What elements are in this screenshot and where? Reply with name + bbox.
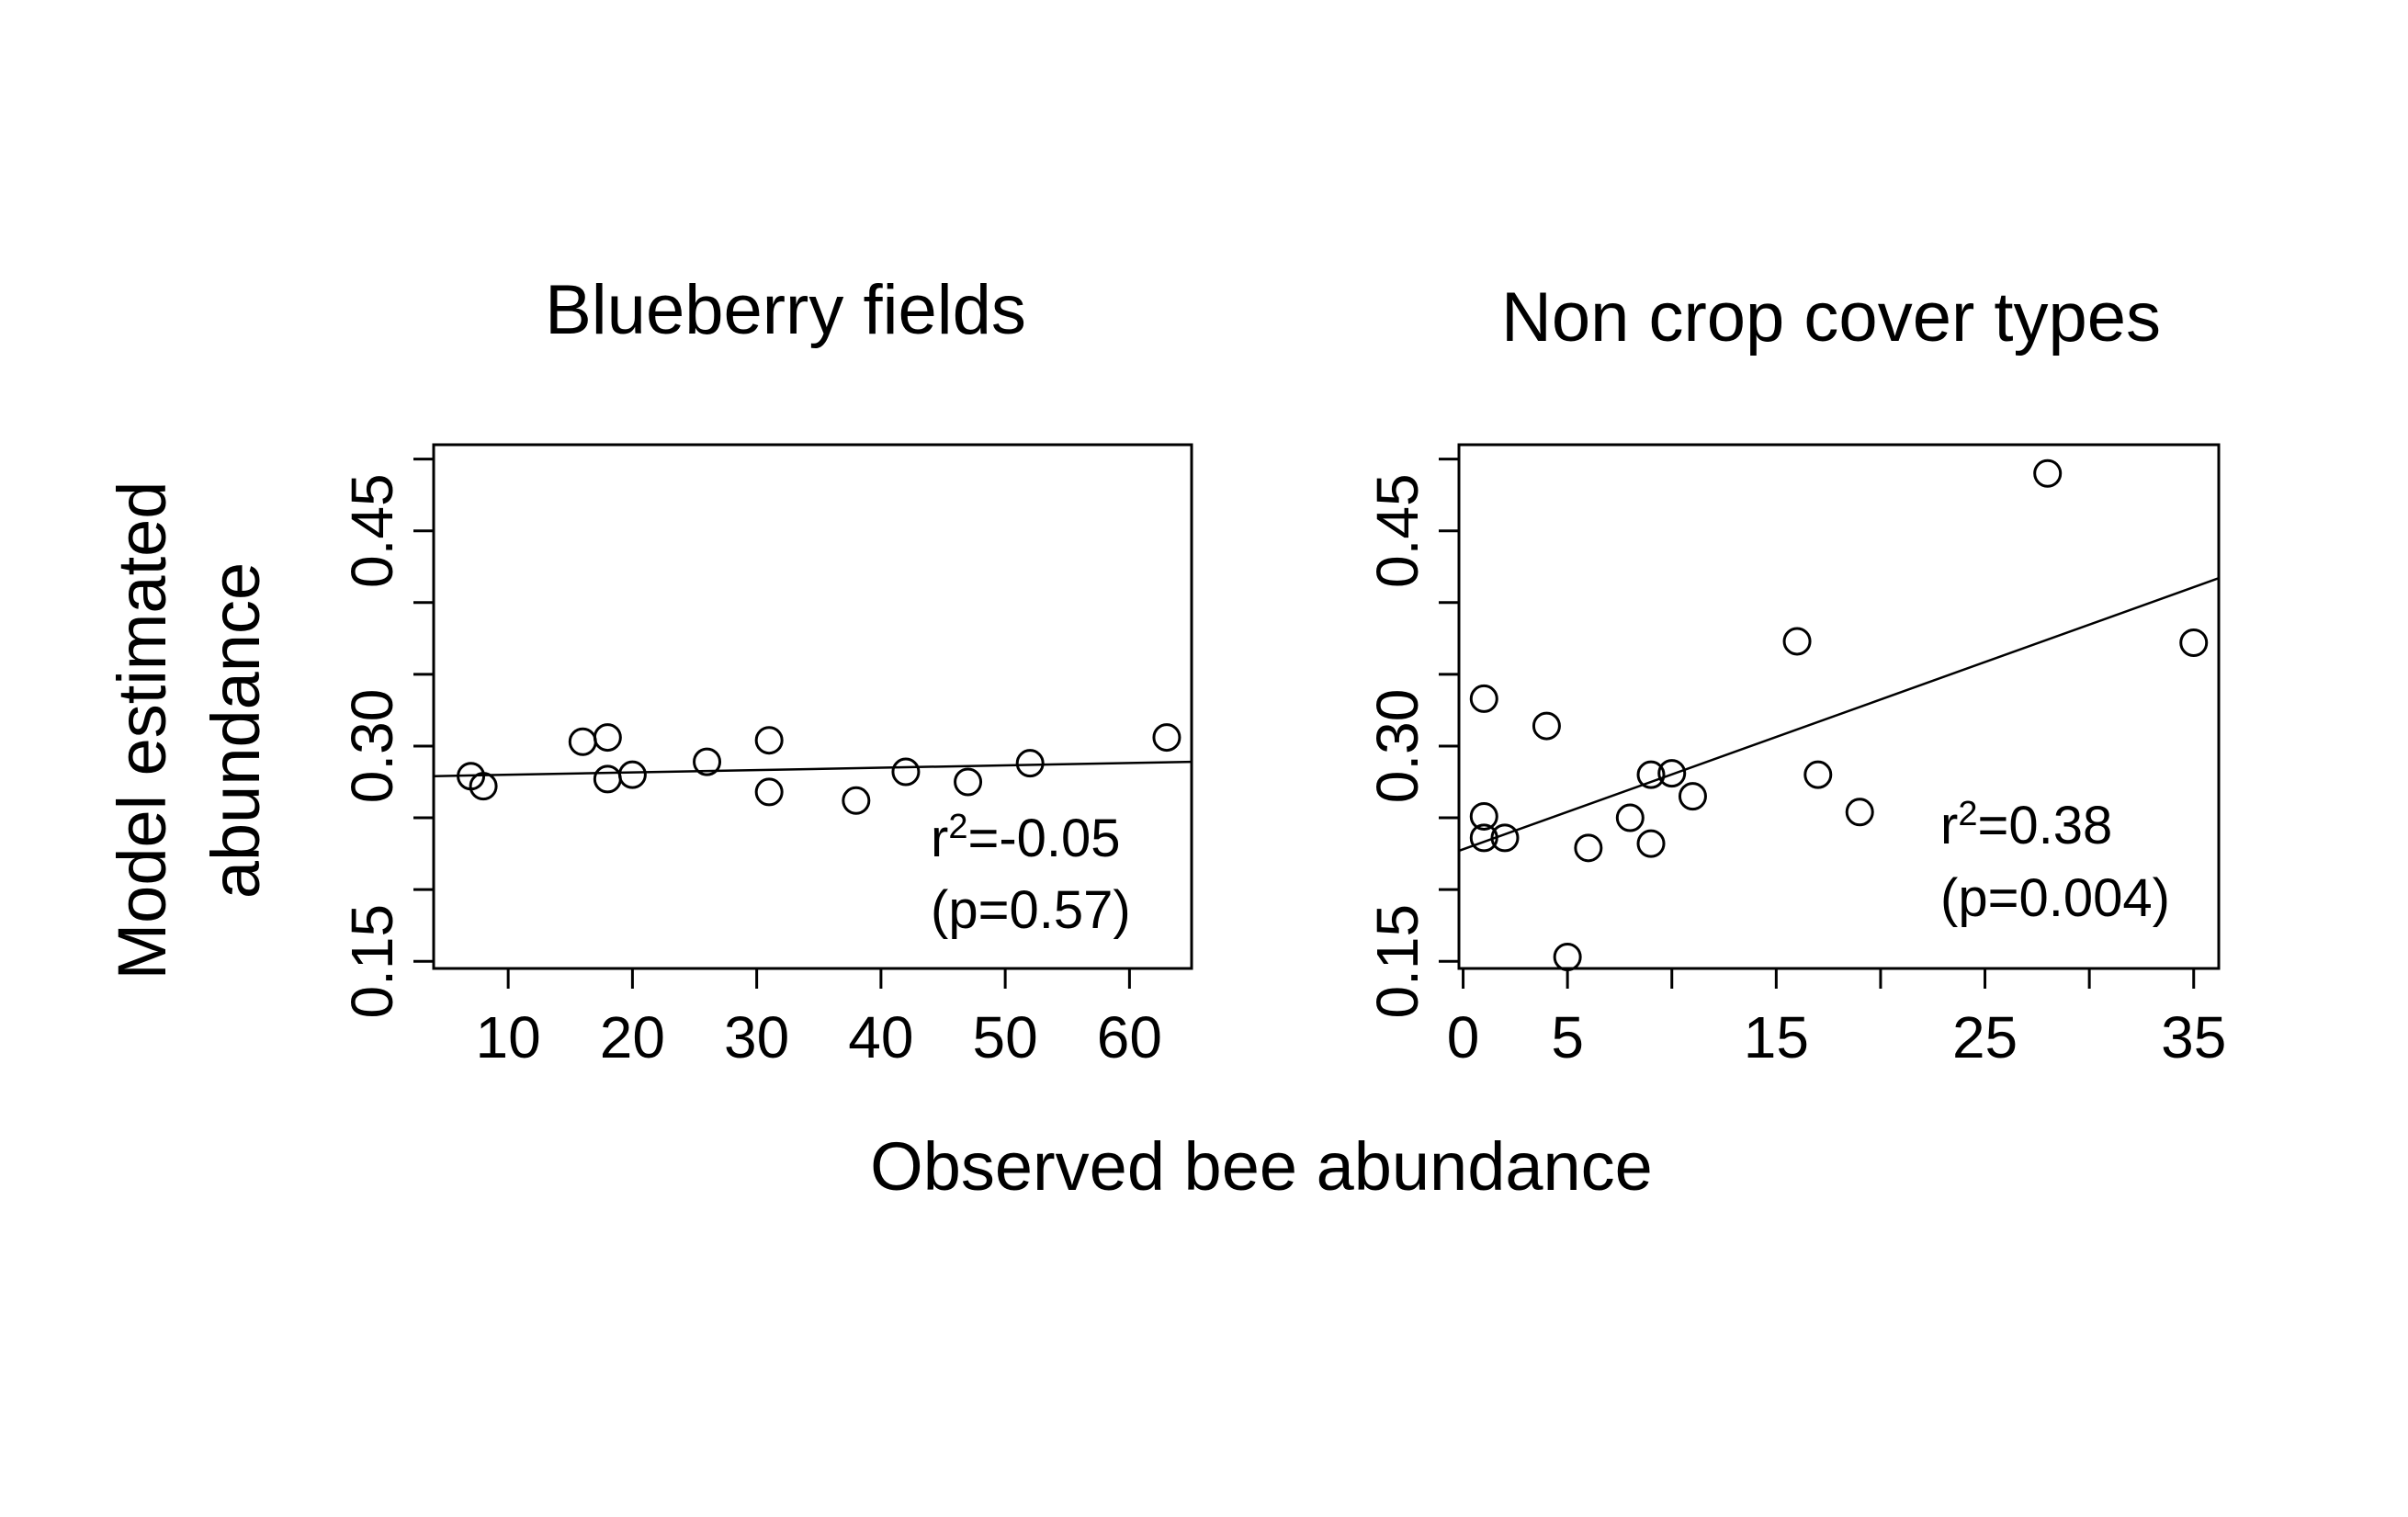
data-point <box>1574 833 1603 863</box>
data-point <box>1532 711 1561 741</box>
x-tick-label: 30 <box>724 1004 789 1070</box>
data-point <box>1636 829 1666 858</box>
data-point <box>1845 798 1874 827</box>
r2-value: =0.38 <box>1977 796 2112 855</box>
data-point <box>593 723 622 753</box>
x-tick-label: 5 <box>1551 1004 1584 1070</box>
data-point <box>469 772 498 801</box>
panel-blueberry-fields: Blueberry fields 10 20 30 40 50 60 0.15 0.30 0.4… <box>339 271 1193 1070</box>
x-tick-label: 0 <box>1447 1004 1480 1070</box>
x-tick-label: 40 <box>848 1004 913 1070</box>
r-squared-annotation: r2=0.38 <box>1940 795 2112 855</box>
x-tick-label: 50 <box>973 1004 1038 1070</box>
x-tick-label: 15 <box>1744 1004 1809 1070</box>
y-axis-label-line1: Model estimated <box>104 481 180 980</box>
panel-title: Blueberry fields <box>545 271 1026 349</box>
r-squared-annotation: r2=-0.05 <box>931 808 1121 868</box>
fit-line-group <box>1458 577 2220 853</box>
regression-line <box>1458 577 2220 853</box>
r2-superscript: 2 <box>1958 795 1977 833</box>
x-tick-label: 20 <box>600 1004 665 1070</box>
regression-line <box>433 760 1193 777</box>
y-tick-label: 0.45 <box>339 473 405 588</box>
y-tick-label: 0.45 <box>1364 473 1430 588</box>
data-point <box>1803 760 1833 789</box>
x-tick-label: 10 <box>476 1004 541 1070</box>
data-point <box>754 777 784 807</box>
x-tick-label: 25 <box>1952 1004 2018 1070</box>
fit-line-group <box>433 760 1193 777</box>
data-point <box>954 767 983 797</box>
data-point <box>1553 943 1582 972</box>
y-tick-label: 0.15 <box>339 904 405 1019</box>
data-point <box>1678 782 1707 811</box>
r2-value: =-0.05 <box>967 809 1120 868</box>
data-point <box>1469 801 1498 831</box>
r2-prefix: r <box>931 809 948 868</box>
plot-frame <box>432 443 1193 970</box>
axes-group: 0 5 15 25 35 0.15 0.30 0.45 <box>1364 458 2226 1070</box>
x-axis-label: Observed bee abundance <box>870 1128 1653 1205</box>
p-value-annotation: (p=0.004) <box>1940 868 2170 928</box>
data-point <box>1636 760 1666 789</box>
panel-title: Non crop cover types <box>1501 278 2161 357</box>
data-point <box>2033 458 2063 488</box>
panel-non-crop-cover-types: Non crop cover types 0 5 15 25 35 0.15 0.30 0.4… <box>1364 278 2226 1070</box>
y-tick-label: 0.30 <box>339 689 405 804</box>
data-point <box>891 757 921 787</box>
y-axis-label-line2: abundance <box>198 562 274 899</box>
data-point <box>593 764 622 794</box>
data-point <box>754 726 784 755</box>
x-tick-label: 35 <box>2161 1004 2226 1070</box>
points-group <box>457 723 1181 815</box>
y-tick-label: 0.15 <box>1364 904 1430 1019</box>
data-point <box>693 747 722 776</box>
plot-frame <box>1457 443 2221 970</box>
y-tick-label: 0.30 <box>1364 689 1430 804</box>
data-point <box>2179 628 2209 658</box>
p-value-annotation: (p=0.57) <box>931 880 1131 940</box>
axes-group: 10 20 30 40 50 60 0.15 0.30 0.45 <box>339 458 1162 1070</box>
data-point <box>1469 823 1498 853</box>
data-point <box>842 786 871 815</box>
data-point <box>1657 759 1687 788</box>
data-point <box>1015 749 1045 778</box>
r2-superscript: 2 <box>948 808 967 846</box>
data-point <box>568 727 597 756</box>
r2-prefix: r <box>1940 796 1958 855</box>
data-point <box>1152 723 1181 753</box>
data-point <box>1469 684 1498 713</box>
x-tick-label: 60 <box>1097 1004 1162 1070</box>
data-point <box>1490 823 1520 853</box>
points-group <box>1469 458 2209 972</box>
data-point <box>1615 803 1645 832</box>
data-point <box>1782 627 1812 656</box>
data-point <box>617 760 647 789</box>
